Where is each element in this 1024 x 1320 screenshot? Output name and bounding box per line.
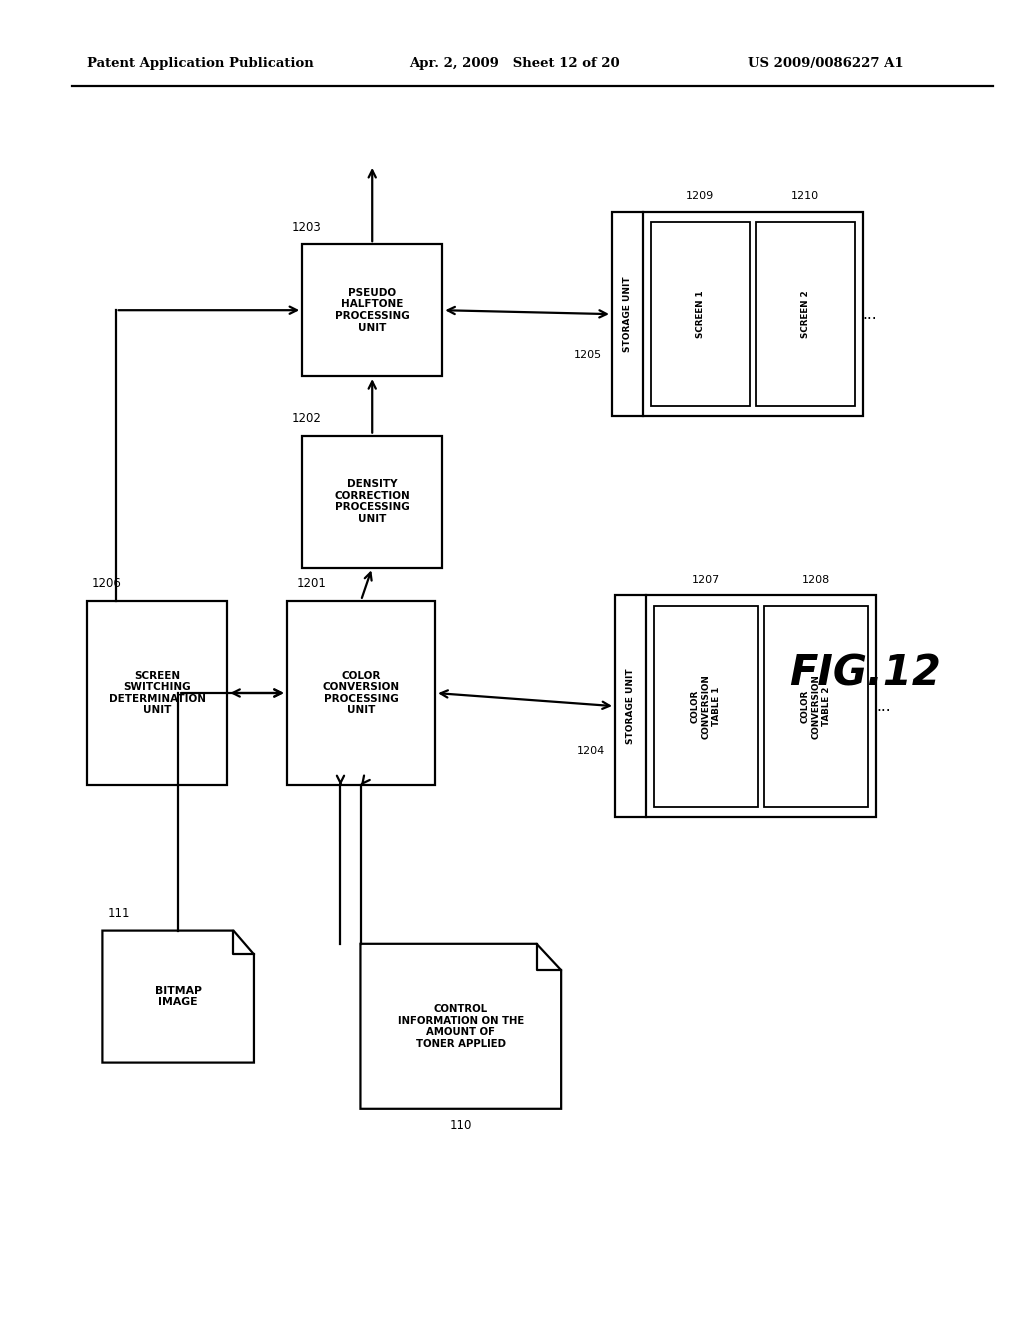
Text: STORAGE UNIT: STORAGE UNIT: [623, 276, 632, 352]
Text: 1203: 1203: [292, 220, 322, 234]
Text: CONTROL
INFORMATION ON THE
AMOUNT OF
TONER APPLIED: CONTROL INFORMATION ON THE AMOUNT OF TON…: [397, 1005, 524, 1048]
Text: 1202: 1202: [292, 412, 322, 425]
Text: 1208: 1208: [802, 574, 830, 585]
Polygon shape: [360, 944, 561, 1109]
Bar: [302, 244, 442, 376]
Bar: [302, 436, 442, 568]
Text: PSEUDO
HALFTONE
PROCESSING
UNIT: PSEUDO HALFTONE PROCESSING UNIT: [335, 288, 410, 333]
Text: SCREEN
SWITCHING
DETERMINATION
UNIT: SCREEN SWITCHING DETERMINATION UNIT: [109, 671, 206, 715]
Bar: [611, 213, 862, 417]
Text: 110: 110: [450, 1119, 472, 1133]
Polygon shape: [102, 931, 254, 1063]
Text: COLOR
CONVERSION
PROCESSING
UNIT: COLOR CONVERSION PROCESSING UNIT: [323, 671, 399, 715]
Text: 1207: 1207: [691, 574, 720, 585]
Text: 1205: 1205: [573, 350, 601, 360]
Bar: [614, 595, 876, 817]
Bar: [654, 606, 758, 807]
Text: Patent Application Publication: Patent Application Publication: [87, 57, 313, 70]
Text: US 2009/0086227 A1: US 2009/0086227 A1: [748, 57, 903, 70]
Bar: [651, 223, 750, 407]
Text: ...: ...: [862, 306, 878, 322]
Text: 1209: 1209: [686, 191, 715, 201]
Text: FIG.12: FIG.12: [790, 652, 941, 694]
Text: 1204: 1204: [577, 746, 604, 755]
Text: COLOR
CONVERSION
TABLE 2: COLOR CONVERSION TABLE 2: [801, 673, 830, 739]
Bar: [764, 606, 867, 807]
Text: BITMAP
IMAGE: BITMAP IMAGE: [155, 986, 202, 1007]
Bar: [87, 601, 227, 785]
Text: 1206: 1206: [92, 577, 122, 590]
Text: COLOR
CONVERSION
TABLE 1: COLOR CONVERSION TABLE 1: [691, 673, 721, 739]
Text: DENSITY
CORRECTION
PROCESSING
UNIT: DENSITY CORRECTION PROCESSING UNIT: [335, 479, 410, 524]
Text: 111: 111: [108, 907, 130, 920]
Bar: [287, 601, 435, 785]
Text: 1201: 1201: [297, 577, 327, 590]
Bar: [756, 223, 854, 407]
Text: ...: ...: [876, 698, 891, 714]
Text: SCREEN 1: SCREEN 1: [695, 290, 705, 338]
Text: 1210: 1210: [792, 191, 819, 201]
Text: SCREEN 2: SCREEN 2: [801, 290, 810, 338]
Text: Apr. 2, 2009   Sheet 12 of 20: Apr. 2, 2009 Sheet 12 of 20: [410, 57, 621, 70]
Text: STORAGE UNIT: STORAGE UNIT: [626, 668, 635, 744]
